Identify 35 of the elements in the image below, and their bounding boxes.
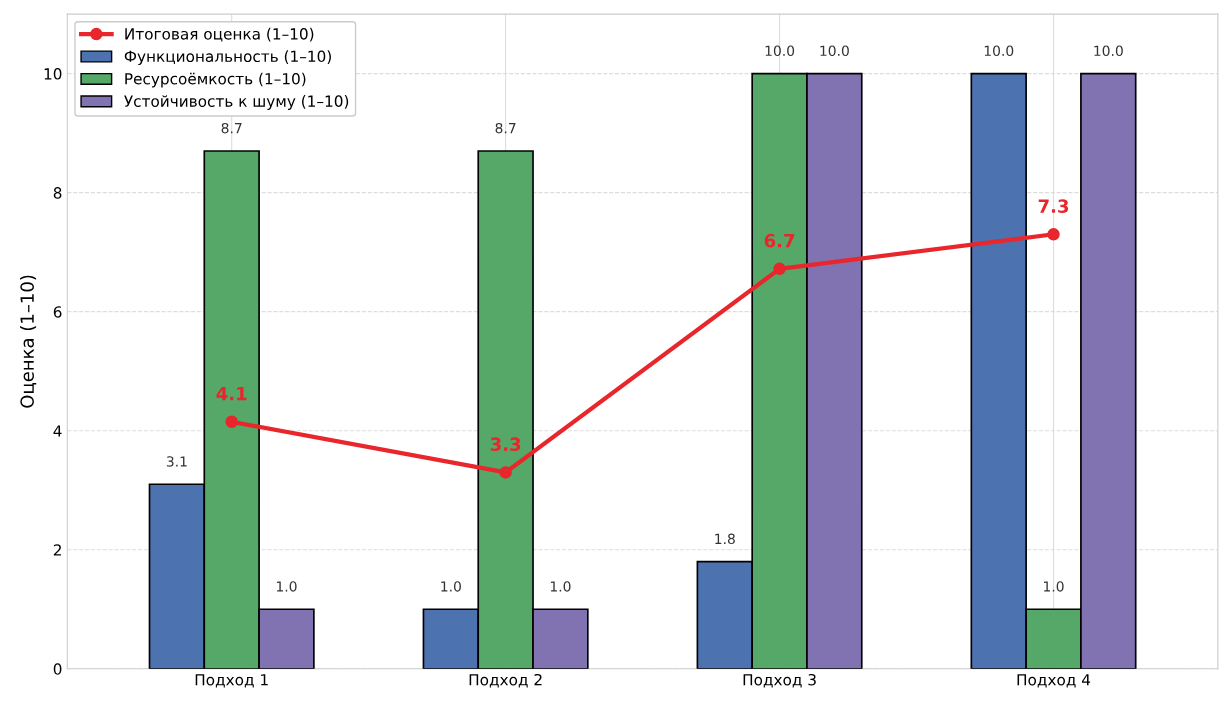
- point: [499, 466, 512, 479]
- data-label: 10.0: [820, 45, 849, 57]
- data-label: 4.1: [216, 387, 247, 401]
- data-label: 3.1: [166, 456, 187, 467]
- data-label: 10.0: [1094, 45, 1123, 57]
- point: [773, 262, 786, 276]
- data-label: 1.0: [550, 581, 571, 592]
- data-label: 6.7: [764, 233, 795, 248]
- point: [1047, 228, 1060, 241]
- data-label: 10.0: [765, 45, 795, 57]
- y-axis-title: Оценка (1–10): [20, 275, 37, 408]
- x-tick-label: Подход 4: [1017, 674, 1091, 688]
- data-label: 1.0: [276, 581, 297, 592]
- data-label: 7.3: [1038, 199, 1069, 213]
- legend-label: Устойчивость к шуму (1–10): [124, 95, 349, 110]
- y-tick-label: 4: [53, 425, 62, 437]
- y-tick-label: 8: [53, 187, 62, 199]
- data-label: 3.3: [490, 437, 521, 452]
- data-label: 1.8: [715, 533, 735, 545]
- data-label: 1.0: [441, 581, 461, 592]
- x-tick-label: Подход 3: [743, 673, 816, 688]
- data-label: 8.7: [495, 122, 516, 134]
- y-tick-label: 6: [53, 306, 62, 318]
- x-tick-label: Подход 2: [469, 673, 542, 688]
- data-label: 10.0: [984, 45, 1014, 57]
- y-tick-label: 2: [53, 544, 61, 556]
- legend-label: Ресурсоёмкость (1–10): [125, 72, 306, 88]
- data-label: 8.7: [221, 122, 242, 134]
- y-tick-label: 10: [44, 68, 62, 80]
- legend-label: Функциональность (1–10): [124, 50, 331, 66]
- x-tick-label: Подход 1: [195, 674, 268, 688]
- point: [225, 415, 238, 429]
- data-label: 1.0: [1044, 581, 1064, 592]
- y-tick-label: 0: [53, 663, 62, 675]
- legend-label: Итоговая оценка (1–10): [125, 27, 314, 42]
